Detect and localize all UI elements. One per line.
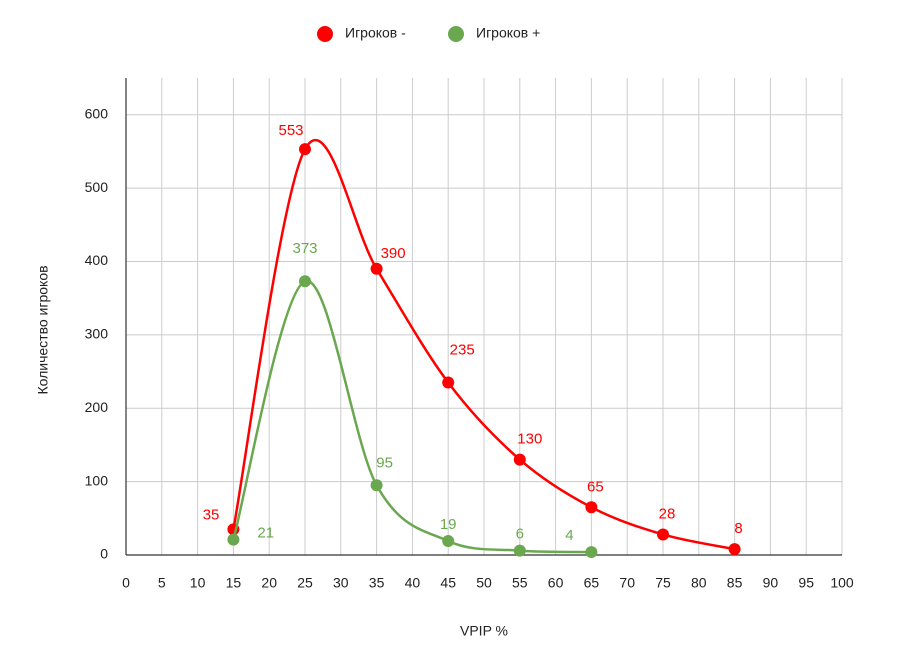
data-point bbox=[299, 143, 311, 156]
x-tick-label: 25 bbox=[297, 575, 313, 591]
data-label: 4 bbox=[565, 527, 573, 544]
data-label: 6 bbox=[516, 526, 524, 543]
data-label: 553 bbox=[278, 122, 303, 139]
x-tick-label: 75 bbox=[655, 575, 671, 591]
x-tick-label: 80 bbox=[691, 575, 707, 591]
data-point bbox=[657, 528, 669, 541]
data-point bbox=[442, 376, 455, 389]
legend-marker bbox=[317, 26, 333, 42]
data-point bbox=[299, 275, 311, 288]
x-tick-label: 20 bbox=[261, 575, 277, 591]
x-tick-label: 5 bbox=[158, 575, 166, 591]
legend-label: Игроков + bbox=[476, 25, 540, 41]
y-tick-label: 500 bbox=[85, 179, 109, 195]
y-tick-label: 0 bbox=[100, 546, 108, 562]
x-tick-label: 50 bbox=[476, 575, 492, 591]
data-label: 19 bbox=[440, 516, 457, 533]
data-point bbox=[513, 453, 526, 466]
y-tick-label: 300 bbox=[85, 326, 109, 342]
x-tick-label: 40 bbox=[405, 575, 421, 591]
y-tick-label: 600 bbox=[85, 105, 109, 121]
legend-marker bbox=[448, 26, 464, 42]
x-tick-label: 0 bbox=[122, 575, 130, 591]
data-point bbox=[227, 533, 240, 546]
x-axis-label: VPIP % bbox=[460, 623, 508, 639]
data-label: 35 bbox=[203, 506, 220, 523]
x-tick-label: 100 bbox=[830, 575, 854, 591]
data-label: 235 bbox=[450, 342, 475, 359]
x-tick-label: 35 bbox=[369, 575, 385, 591]
legend-label: Игроков - bbox=[345, 25, 406, 41]
data-label: 8 bbox=[734, 520, 742, 537]
data-point bbox=[728, 543, 741, 556]
x-tick-label: 65 bbox=[584, 575, 600, 591]
data-label: 65 bbox=[587, 478, 604, 495]
x-tick-label: 95 bbox=[798, 575, 814, 591]
data-point bbox=[442, 535, 455, 548]
y-axis-label: Количество игроков bbox=[35, 265, 51, 394]
x-tick-label: 70 bbox=[619, 575, 635, 591]
data-point bbox=[370, 262, 383, 275]
y-tick-label: 200 bbox=[85, 399, 109, 415]
data-point bbox=[585, 546, 598, 559]
x-tick-label: 90 bbox=[763, 575, 779, 591]
x-tick-label: 15 bbox=[226, 575, 242, 591]
y-tick-label: 400 bbox=[85, 252, 109, 268]
data-label: 95 bbox=[376, 454, 393, 471]
data-label: 130 bbox=[517, 431, 542, 448]
x-tick-label: 45 bbox=[440, 575, 456, 591]
x-tick-label: 30 bbox=[333, 575, 349, 591]
x-tick-label: 55 bbox=[512, 575, 528, 591]
y-tick-label: 100 bbox=[85, 472, 109, 488]
data-point bbox=[513, 544, 526, 557]
x-tick-label: 60 bbox=[548, 575, 564, 591]
data-point bbox=[370, 479, 383, 492]
x-tick-label: 85 bbox=[727, 575, 743, 591]
data-label: 21 bbox=[257, 525, 274, 542]
data-point bbox=[585, 501, 598, 514]
series-line bbox=[232, 138, 735, 551]
data-label: 373 bbox=[292, 240, 317, 257]
data-label: 390 bbox=[381, 245, 406, 262]
x-tick-label: 10 bbox=[190, 575, 206, 591]
data-label: 28 bbox=[659, 505, 676, 522]
